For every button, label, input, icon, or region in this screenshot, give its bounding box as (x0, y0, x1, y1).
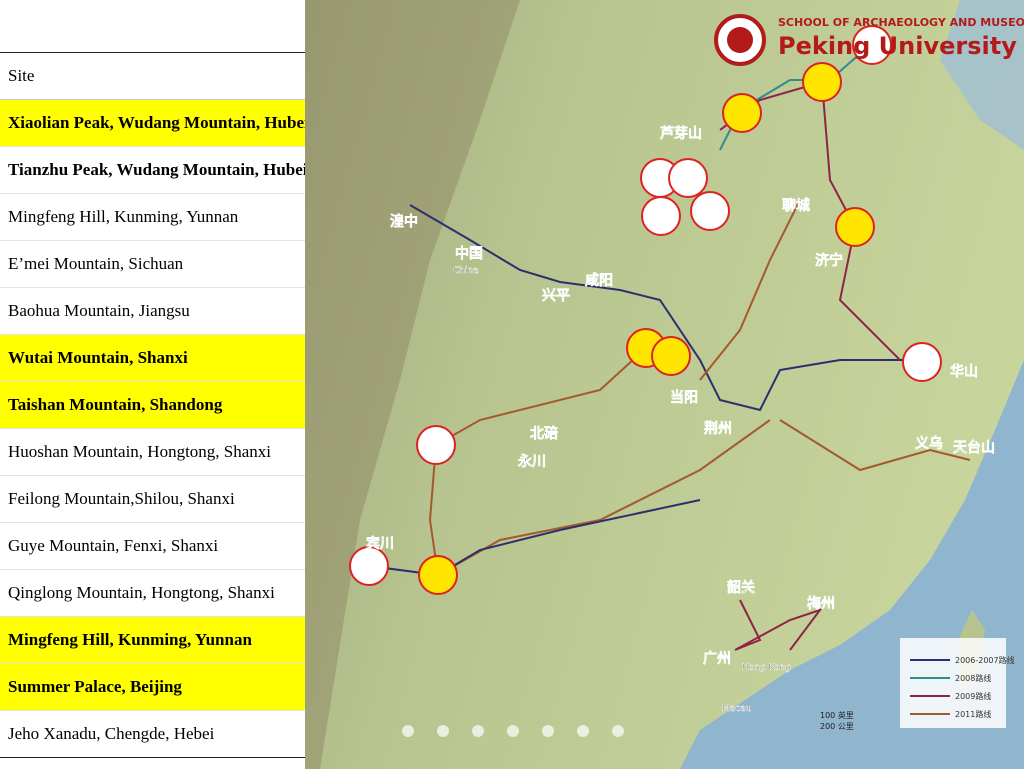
site-row: Qinglong Mountain, Hongtong, Shanxi (0, 570, 305, 617)
site-row: Jeho Xanadu, Chengde, Hebei (0, 711, 305, 758)
legend-label: 2008路线 (955, 673, 991, 683)
place-label: 兴平 (542, 287, 570, 304)
place-label: 济宁 (815, 252, 843, 269)
place-label: 宾川 (366, 535, 394, 552)
site-row: Mingfeng Hill, Kunming, Yunnan (0, 194, 305, 241)
site-row: Feilong Mountain,Shilou, Shanxi (0, 476, 305, 523)
site-row: Wutai Mountain, Shanxi (0, 335, 305, 382)
site-row: Guye Mountain, Fenxi, Shanxi (0, 523, 305, 570)
site-row: Xiaolian Peak, Wudang Mountain, Hubei (0, 100, 305, 147)
site-table: Site Xiaolian Peak, Wudang Mountain, Hub… (0, 52, 305, 758)
place-label: 义乌 (915, 435, 943, 452)
legend-label: 2009路线 (955, 691, 991, 701)
pagination-dots[interactable] (402, 725, 624, 737)
site-row: Tianzhu Peak, Wudang Mountain, Hubei (0, 147, 305, 194)
school-name: SCHOOL OF ARCHAEOLOGY AND MUSEOLOGY (778, 16, 1024, 29)
site-row: Baohua Mountain, Jiangsu (0, 288, 305, 335)
place-label: 广州 (703, 650, 731, 667)
site-row: E’mei Mountain, Sichuan (0, 241, 305, 288)
mountains (305, 0, 520, 769)
place-label: 咸阳 (585, 272, 613, 289)
site-row: Huoshan Mountain, Hongtong, Shanxi (0, 429, 305, 476)
place-label: 北碚 (530, 425, 558, 442)
place-label: 湟中 (390, 213, 418, 230)
legend-label: 2006-2007路线 (955, 655, 1015, 665)
scale-label: 100 英里 (820, 710, 854, 720)
place-label: 荆州 (704, 420, 732, 437)
place-label: 当阳 (670, 389, 698, 406)
site-markers (349, 25, 942, 595)
table-header: Site (0, 53, 305, 100)
scale-label: 200 公里 (820, 722, 854, 731)
place-label: 永川 (517, 453, 546, 470)
legend-label: 2011路线 (955, 709, 991, 719)
logo (714, 14, 766, 66)
routes (368, 44, 971, 651)
place-label: 华山 (950, 363, 978, 380)
site-row: Mingfeng Hill, Kunming, Yunnan (0, 617, 305, 664)
sea-north (940, 0, 1024, 150)
site-row: Taishan Mountain, Shandong (0, 382, 305, 429)
route-map: SCHOOL OF ARCHAEOLOGY AND MUSEOLOGY Peki… (305, 0, 1024, 769)
place-label: 聊城 (782, 197, 810, 214)
university-name: Peking University (778, 32, 1017, 60)
place-label: Macau (722, 704, 751, 714)
site-row: Summer Palace, Beijing (0, 664, 305, 711)
place-label: 芦芽山 (660, 125, 702, 142)
place-label: 天台山 (953, 439, 995, 456)
place-label: Hong Kong (742, 663, 791, 673)
place-label: China (453, 266, 479, 276)
place-label: 中国 (455, 245, 483, 262)
place-label: 韶关 (727, 579, 755, 596)
place-label: 梅州 (807, 595, 835, 612)
